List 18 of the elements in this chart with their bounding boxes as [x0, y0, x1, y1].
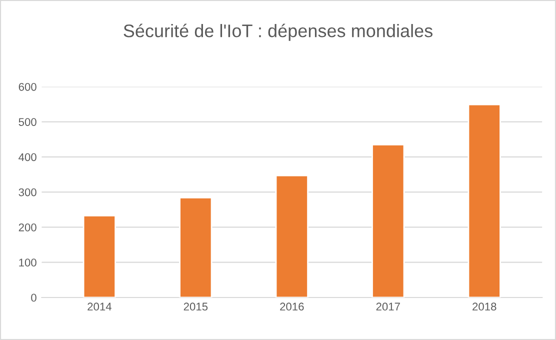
x-tick-label: 2016 [280, 302, 304, 311]
chart-title: Sécurité de l'IoT : dépenses mondiales [124, 24, 432, 41]
y-tick-label: 500 [18, 118, 36, 126]
y-tick-label: 100 [19, 258, 36, 266]
bar [82, 214, 116, 298]
x-tick-label: 2015 [184, 302, 208, 311]
x-tick-label: 2018 [472, 302, 496, 311]
y-tick-label: 0 [31, 294, 36, 302]
x-tick-label: 2014 [88, 302, 112, 311]
bar [372, 144, 405, 298]
bar [468, 104, 501, 298]
y-tick-label: 600 [18, 82, 36, 91]
y-tick-label: 300 [18, 188, 36, 196]
y-tick-label: 200 [18, 224, 36, 232]
bar [275, 174, 308, 298]
y-tick-label: 400 [18, 153, 36, 162]
bar [179, 197, 212, 298]
x-tick-label: 2017 [376, 302, 400, 311]
